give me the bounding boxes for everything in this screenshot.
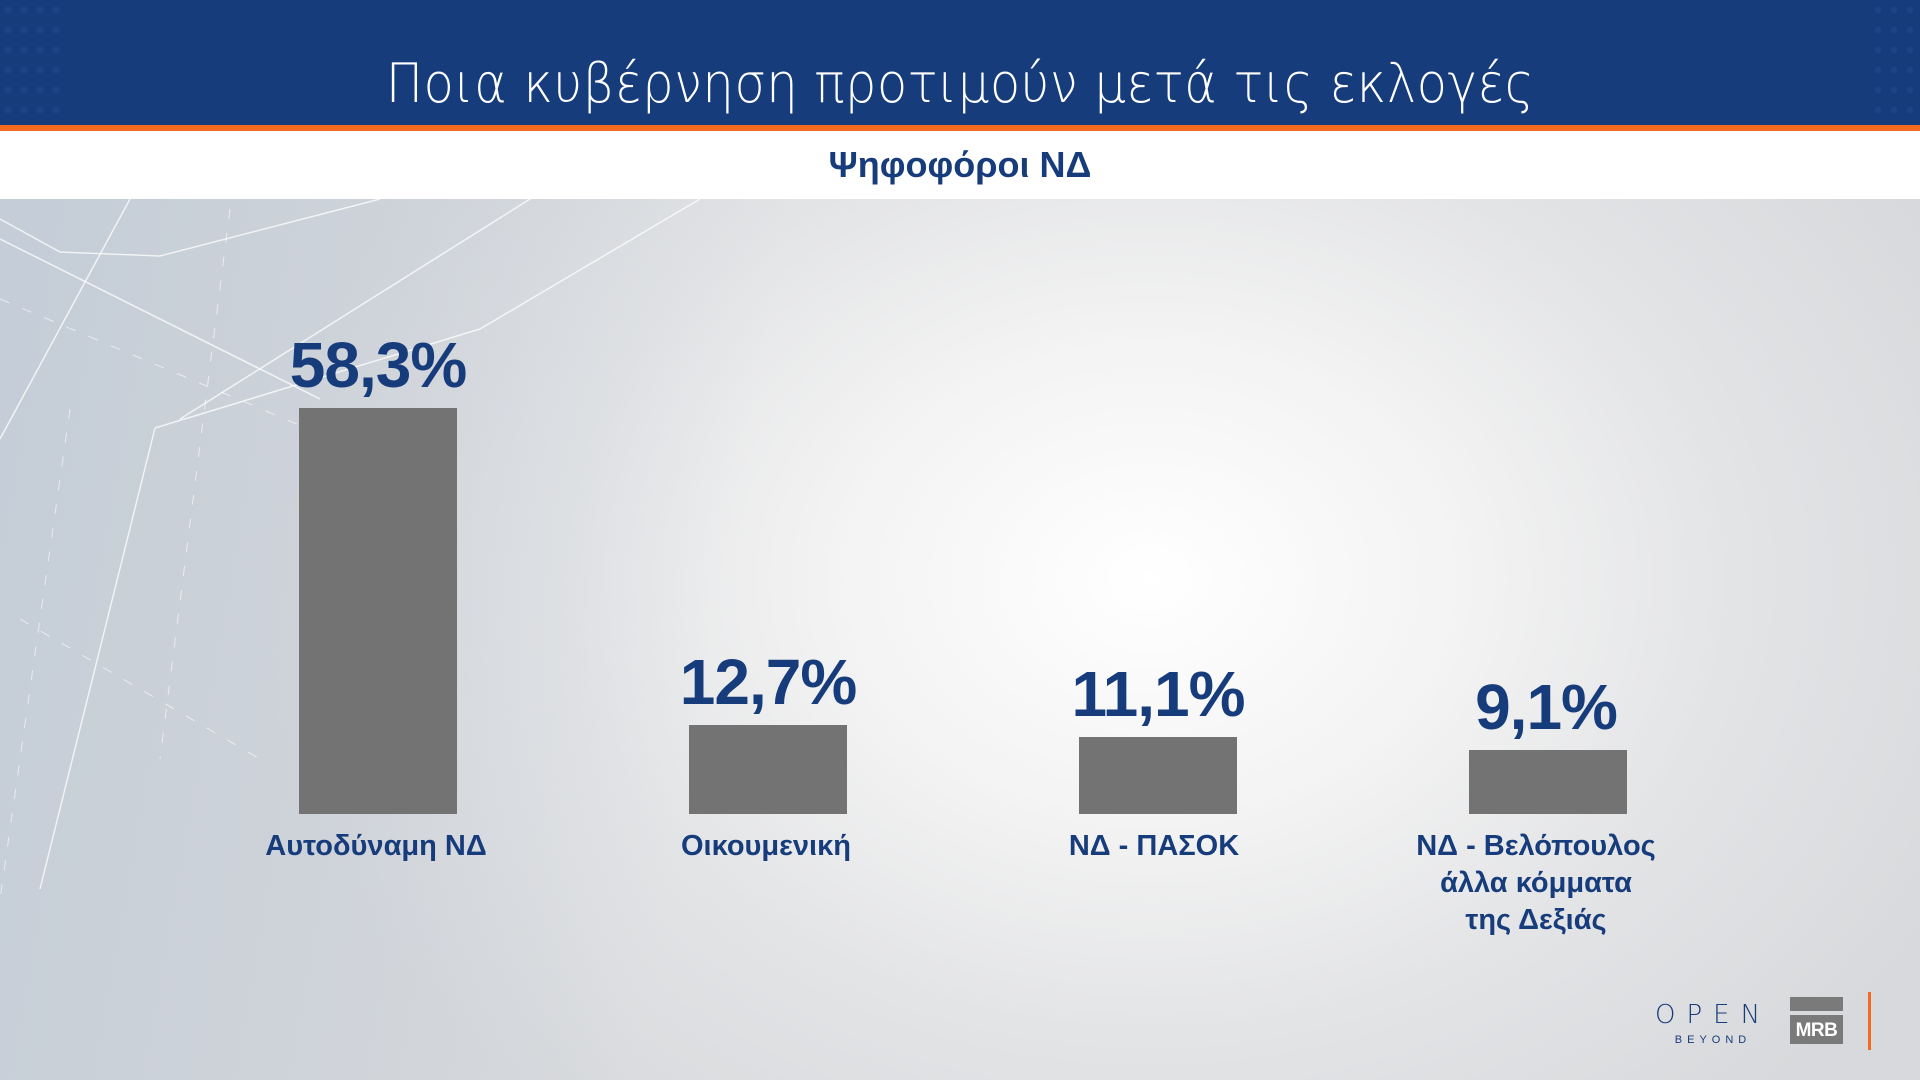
open-logo-word: OPEN xyxy=(1655,1000,1772,1030)
bar-nd-pasok xyxy=(1079,737,1237,814)
open-beyond-logo: OPEN BEYOND xyxy=(1655,1000,1772,1046)
logo-divider xyxy=(1868,992,1871,1050)
mrb-logo-bar xyxy=(1790,997,1843,1011)
bar-oikoumeniki xyxy=(689,725,847,814)
category-label: Αυτοδύναμη ΝΔ xyxy=(196,828,556,865)
bar-value-label: 58,3% xyxy=(289,329,467,401)
bar-autodynami-nd xyxy=(299,408,457,814)
bar-value-label: 9,1% xyxy=(1475,671,1618,743)
decorative-dots xyxy=(0,0,60,125)
category-label-line: ΝΔ - Βελόπουλος xyxy=(1416,830,1656,862)
bar-value-label: 12,7% xyxy=(679,646,857,718)
mrb-logo: MRB xyxy=(1790,997,1843,1044)
accent-divider xyxy=(0,125,1920,131)
category-label: ΝΔ - Βελόπουλος άλλα κόμματα της Δεξιάς xyxy=(1356,828,1716,939)
category-label-line: Αυτοδύναμη ΝΔ xyxy=(265,830,487,862)
chart-subtitle: Ψηφοφόροι ΝΔ xyxy=(828,144,1092,185)
chart-title: Ποια κυβέρνηση προτιμούν μετά τις εκλογέ… xyxy=(385,52,1535,115)
bar-value-label: 11,1% xyxy=(1071,658,1246,730)
open-logo-sub: BEYOND xyxy=(1674,1034,1752,1046)
title-banner: Ποια κυβέρνηση προτιμούν μετά τις εκλογέ… xyxy=(0,0,1920,125)
category-label-line: ΝΔ - ΠΑΣΟΚ xyxy=(1068,830,1240,862)
category-label: ΝΔ - ΠΑΣΟΚ xyxy=(974,828,1334,865)
decorative-dots xyxy=(1870,0,1920,125)
subtitle-band: Ψηφοφόροι ΝΔ xyxy=(0,131,1920,199)
category-label: Οικουμενική xyxy=(586,828,946,865)
category-label-line: της Δεξιάς xyxy=(1465,904,1607,936)
category-label-line: Οικουμενική xyxy=(681,830,851,862)
category-label-line: άλλα κόμματα xyxy=(1440,867,1632,899)
mrb-logo-text: MRB xyxy=(1790,1015,1843,1044)
bar-nd-velopoulos xyxy=(1469,750,1627,814)
